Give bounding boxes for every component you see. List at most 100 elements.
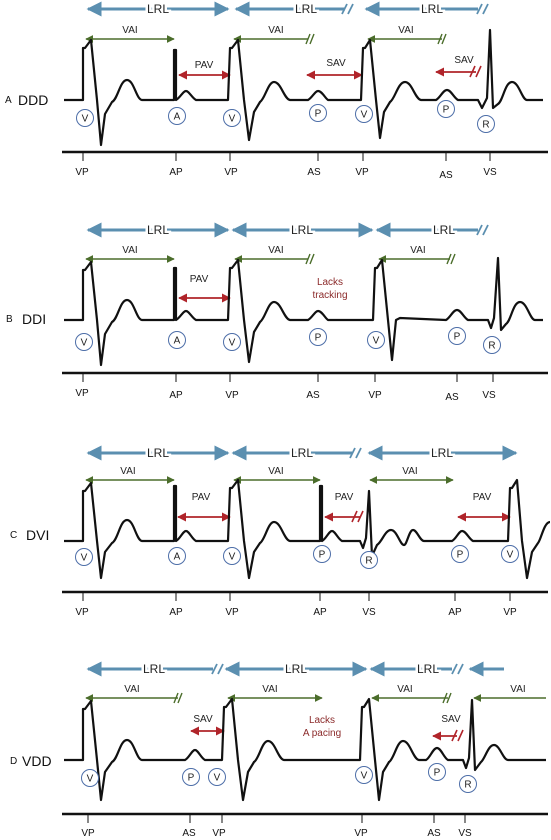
tick-label: VS	[362, 607, 376, 618]
tick-label: AS	[427, 828, 441, 839]
interval-label: PAV	[190, 274, 209, 285]
panel-letter: A	[5, 95, 12, 106]
svg-text:A: A	[174, 112, 181, 123]
interval-label: VAI	[398, 25, 413, 36]
event-marker: P	[451, 545, 469, 563]
tick-label: VP	[81, 828, 95, 839]
interval-label: PAV	[473, 492, 492, 503]
svg-text:R: R	[365, 556, 372, 567]
vai-interval: VAI	[367, 25, 447, 45]
interval-label: VAI	[268, 466, 283, 477]
interval-label: PAV	[195, 60, 214, 71]
interval-label: VAI	[120, 466, 135, 477]
interval-label: VAI	[397, 684, 412, 695]
svg-text:P: P	[319, 550, 326, 561]
lrl-arrow: LRL	[234, 0, 354, 19]
lrl-arrow: LRL	[231, 221, 374, 240]
svg-text:R: R	[488, 341, 495, 352]
panel-b: B DDI LRL LRL LRL VAI PAV VAI	[6, 221, 548, 403]
event-marker: V	[501, 545, 519, 563]
panel-mode-label: DDI	[22, 311, 46, 327]
interval-label: VAI	[124, 684, 139, 695]
svg-text:V: V	[82, 114, 89, 125]
vai-interval: VAI	[85, 25, 175, 43]
tick-label: VP	[75, 167, 89, 178]
event-marker: R	[477, 115, 495, 133]
event-marker: V	[81, 769, 99, 787]
vai-interval: VAI	[369, 466, 454, 484]
event-marker: V	[75, 548, 93, 566]
interval-label: VAI	[268, 245, 283, 256]
svg-text:R: R	[482, 120, 489, 131]
event-marker: P	[448, 327, 466, 345]
panel-a: A DDD LRL LRL LRL VAI PAV VAI	[5, 0, 548, 181]
vai-interval: VAI	[85, 245, 175, 263]
tick-label: AS	[306, 390, 320, 401]
lrl-label: LRL	[285, 662, 307, 676]
tick-label: VP	[75, 607, 89, 618]
pav-interval: PAV	[178, 274, 231, 303]
interval-label: VAI	[122, 25, 137, 36]
event-marker: P	[313, 545, 331, 563]
tick-label: AS	[307, 167, 321, 178]
tick-label: VP	[224, 167, 238, 178]
panel-letter: B	[6, 314, 13, 325]
timeline-axis: VP AP VP AS VP AS VS	[62, 150, 548, 181]
event-marker: V	[355, 105, 373, 123]
vai-interval: VAI	[233, 25, 315, 45]
ecg-trace	[64, 256, 543, 367]
svg-text:V: V	[214, 773, 221, 784]
panel-d: D VDD LRL LRL LRL VAI SAV VAI	[10, 660, 548, 839]
lrl-label: LRL	[291, 223, 313, 237]
sav-interval: SAV	[435, 55, 482, 78]
tick-label: AS	[182, 828, 196, 839]
svg-text:V: V	[361, 110, 368, 121]
svg-text:R: R	[464, 780, 471, 791]
vai-interval: VAI	[227, 684, 323, 702]
pav-interval: PAV	[457, 492, 511, 522]
svg-text:P: P	[454, 332, 461, 343]
lrl-arrow: LRL	[86, 660, 224, 679]
sav-interval: SAV	[432, 714, 464, 742]
tick-label: AP	[169, 167, 183, 178]
svg-text:V: V	[373, 336, 380, 347]
svg-text:V: V	[81, 553, 88, 564]
tick-label: AS	[439, 170, 453, 181]
ecg-trace	[64, 478, 551, 580]
panel-letter: C	[10, 530, 17, 541]
svg-text:P: P	[457, 550, 464, 561]
tick-label: VP	[354, 828, 368, 839]
svg-text:V: V	[81, 338, 88, 349]
lrl-arrow: LRL	[224, 660, 368, 679]
svg-text:P: P	[443, 105, 450, 116]
svg-text:V: V	[229, 114, 236, 125]
pav-interval: PAV	[178, 60, 231, 80]
svg-text:P: P	[315, 109, 322, 120]
event-marker: P	[428, 763, 446, 781]
interval-label: PAV	[335, 492, 354, 503]
event-marker: R	[483, 336, 501, 354]
sav-interval: SAV	[306, 58, 363, 80]
svg-text:V: V	[229, 338, 236, 349]
tick-label: AP	[169, 607, 183, 618]
interval-label: VAI	[410, 245, 425, 256]
lrl-arrow: LRL	[86, 0, 230, 19]
tick-label: VP	[368, 390, 382, 401]
event-marker: A	[168, 547, 186, 565]
vai-interval: VAI	[85, 466, 175, 484]
note-a-pacing: A pacing	[303, 728, 341, 739]
lrl-arrow: LRL	[86, 221, 230, 240]
interval-label: SAV	[454, 55, 474, 66]
event-marker: V	[355, 766, 373, 784]
event-marker: R	[360, 551, 378, 569]
pav-interval: PAV	[177, 492, 231, 522]
vai-interval: VAI	[473, 684, 546, 702]
tick-label: VP	[355, 167, 369, 178]
svg-text:V: V	[361, 771, 368, 782]
event-marker: V	[76, 109, 94, 127]
event-marker: R	[459, 775, 477, 793]
tick-label: VP	[503, 607, 517, 618]
svg-text:P: P	[434, 768, 441, 779]
lrl-label: LRL	[431, 446, 453, 460]
